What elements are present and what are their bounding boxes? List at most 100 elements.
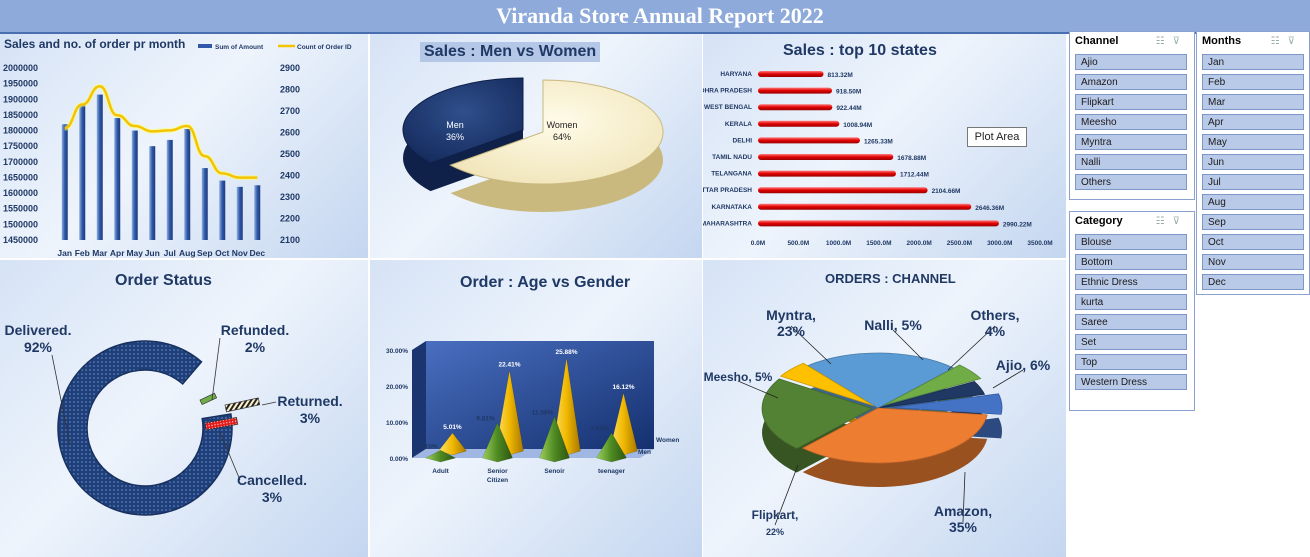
slicer-item-ethnic-dress[interactable]: Ethnic Dress <box>1075 274 1187 290</box>
channel-label: Meesho, 5% <box>704 370 773 384</box>
x-tick: Jun <box>145 248 160 258</box>
status-label: Cancelled. <box>237 472 307 488</box>
slicer-item-sep[interactable]: Sep <box>1202 214 1304 230</box>
bar-state-value: 918.50M <box>836 89 861 96</box>
bar-state <box>758 104 833 111</box>
slicer-item-jun[interactable]: Jun <box>1202 154 1304 170</box>
x-tick: 500.0M <box>787 240 809 247</box>
slicer-item-meesho[interactable]: Meesho <box>1075 114 1187 130</box>
bar-state <box>758 137 860 144</box>
slicer-item-jan[interactable]: Jan <box>1202 54 1304 70</box>
slicer-item-myntra[interactable]: Myntra <box>1075 134 1187 150</box>
x-tick: Oct <box>215 248 229 258</box>
state-label: MAHARASHTRA <box>703 220 752 227</box>
bar-state-value: 922.44M <box>836 105 861 112</box>
x-tick: Jul <box>164 248 176 258</box>
slicer-item-mar[interactable]: Mar <box>1202 94 1304 110</box>
slicer-category[interactable]: Category ☷⊽ Blouse Bottom Ethnic Dress kurt… <box>1069 211 1195 411</box>
slicer-channel-multiselect-icon[interactable]: ☷⊽ <box>1155 36 1188 47</box>
slicer-category-multiselect-icon[interactable]: ☷⊽ <box>1155 216 1188 227</box>
chart-orders-channel[interactable]: Myntra,23% Nalli, 5% Others,4% Ajio, 6% Amaz… <box>703 260 1066 557</box>
slicer-item-amazon[interactable]: Amazon <box>1075 74 1187 90</box>
slicer-item-bottom[interactable]: Bottom <box>1075 254 1187 270</box>
x-tick: Senior <box>487 468 508 475</box>
slicer-item-blouse[interactable]: Blouse <box>1075 234 1187 250</box>
chart-sales-gender[interactable]: Men 36% Women 64% <box>370 34 702 258</box>
slicer-item-nalli[interactable]: Nalli <box>1075 154 1187 170</box>
state-label: TELANGANA <box>711 171 752 178</box>
x-tick: 2000.0M <box>906 240 931 247</box>
channel-label: Ajio, 6% <box>996 357 1051 373</box>
y-right-tick: 2800 <box>280 85 300 95</box>
x-tick: Aug <box>179 248 196 258</box>
panel-sales-gender[interactable]: Sales : Men vs Women Men 36% Women 64% <box>370 34 702 258</box>
y-left-tick: 1650000 <box>3 172 38 182</box>
y-left-tick: 1900000 <box>3 94 38 104</box>
channel-value: 4% <box>985 323 1006 339</box>
series-label-women: Women <box>656 437 679 444</box>
slicer-months-multiselect-icon[interactable]: ☷⊽ <box>1270 36 1303 47</box>
slicer-item-aug[interactable]: Aug <box>1202 194 1304 210</box>
chart-sales-states[interactable]: HARYANA 813.32M ANDHRA PRADESH 918.50M WEST … <box>703 34 1066 258</box>
slicer-item-kurta[interactable]: kurta <box>1075 294 1187 310</box>
bar-amount-dec <box>254 185 261 240</box>
x-tick: Citizen <box>487 477 508 484</box>
pyramid-women-label: 22.41% <box>498 361 520 368</box>
slicer-item-saree[interactable]: Saree <box>1075 314 1187 330</box>
pie-slice-men <box>402 77 524 164</box>
slicer-category-title: Category <box>1075 215 1123 227</box>
y-right-tick: 2300 <box>280 192 300 202</box>
panel-orders-channel[interactable]: ORDERS : CHANNEL Myntra, 23% Nalli, 5% Othe… <box>703 260 1066 557</box>
slicer-item-may[interactable]: May <box>1202 134 1304 150</box>
slicer-item-top[interactable]: Top <box>1075 354 1187 370</box>
bar-amount-nov <box>236 186 243 240</box>
pie-slice-women <box>449 79 664 185</box>
pyramid-men-label: 11.58% <box>532 409 554 416</box>
panel-sales-month[interactable]: Sales and no. of order pr month 2000000 1… <box>0 34 368 258</box>
slicer-item-flipkart[interactable]: Flipkart <box>1075 94 1187 110</box>
y-right-tick: 2600 <box>280 128 300 138</box>
bar-state <box>758 187 928 194</box>
slicer-months[interactable]: Months ☷⊽ Jan Feb Mar Apr May Jun Jul Aug Sep Oct… <box>1196 31 1310 295</box>
panel-order-status[interactable]: Order Status Delivered. 92% Refunded. 2% Ret… <box>0 260 368 557</box>
leader-line <box>962 471 966 523</box>
slicer-item-oct[interactable]: Oct <box>1202 234 1304 250</box>
panel-age-gender[interactable]: Order : Age vs Gender 30.00% 20.00% 10.00%… <box>370 260 702 557</box>
chart-sales-month[interactable]: 2000000 1950000 1900000 1850000 1800000 17500… <box>0 34 368 258</box>
doughnut-slice-returned <box>224 397 261 413</box>
slicer-item-western-dress[interactable]: Western Dress <box>1075 374 1187 390</box>
channel-label: Amazon, <box>934 503 992 519</box>
leader-line <box>211 337 221 401</box>
y-left-tick: 1600000 <box>3 188 38 198</box>
state-label: WEST BENGAL <box>704 104 752 111</box>
pyramid-women-label: 5.01% <box>443 424 462 431</box>
doughnut-slice-refunded <box>199 392 218 405</box>
leader-line <box>219 431 241 481</box>
slicer-item-dec[interactable]: Dec <box>1202 274 1304 290</box>
pie-label-men: Men <box>446 120 464 130</box>
bar-state <box>758 154 894 160</box>
leader-line <box>51 354 71 446</box>
status-label: Returned. <box>277 393 342 409</box>
slicer-item-feb[interactable]: Feb <box>1202 74 1304 90</box>
slicer-channel[interactable]: Channel ☷⊽ Ajio Amazon Flipkart Meesho Myntr… <box>1069 31 1195 200</box>
chart-order-status[interactable]: Delivered.92%Refunded.2%Returned.3%Cance… <box>0 260 368 557</box>
bar-amount-feb <box>79 105 86 240</box>
slicer-item-jul[interactable]: Jul <box>1202 174 1304 190</box>
panel-sales-states[interactable]: Sales : top 10 states HARYANA 813.32M ANDH… <box>703 34 1066 258</box>
slicer-item-nov[interactable]: Nov <box>1202 254 1304 270</box>
bar-state <box>758 120 840 127</box>
x-tick: Jan <box>57 248 72 258</box>
y-left-tick: 1450000 <box>3 235 38 245</box>
bar-state-value: 2104.66M <box>932 188 961 195</box>
slicer-item-others[interactable]: Others <box>1075 174 1187 190</box>
bar-amount-mar <box>96 94 103 240</box>
slicer-item-apr[interactable]: Apr <box>1202 114 1304 130</box>
slicer-item-ajio[interactable]: Ajio <box>1075 54 1187 70</box>
chart-age-gender[interactable]: 30.00% 20.00% 10.00% 0.00% 5.01% 2.15% Adult 22… <box>370 260 702 557</box>
slicer-item-set[interactable]: Set <box>1075 334 1187 350</box>
y-left-tick: 2000000 <box>3 63 38 73</box>
chart-title-age-gender: Order : Age vs Gender <box>460 274 631 291</box>
leader-line <box>737 380 779 399</box>
y-tick: 10.00% <box>386 420 408 427</box>
